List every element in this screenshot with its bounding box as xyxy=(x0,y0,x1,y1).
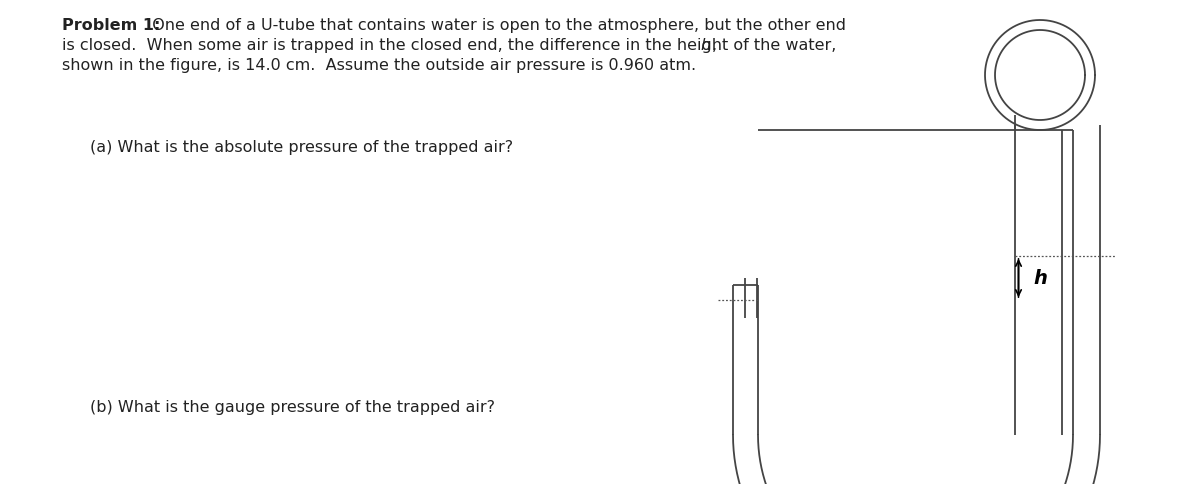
Text: h: h xyxy=(700,38,710,53)
Text: (b) What is the gauge pressure of the trapped air?: (b) What is the gauge pressure of the tr… xyxy=(90,400,496,415)
Text: shown in the figure, is 14.0 cm.  Assume the outside air pressure is 0.960 atm.: shown in the figure, is 14.0 cm. Assume … xyxy=(62,58,696,73)
Text: h: h xyxy=(1033,269,1048,287)
Text: is closed.  When some air is trapped in the closed end, the difference in the he: is closed. When some air is trapped in t… xyxy=(62,38,841,53)
Text: ,: , xyxy=(712,38,718,53)
Text: One end of a U-tube that contains water is open to the atmosphere, but the other: One end of a U-tube that contains water … xyxy=(142,18,846,33)
Text: (a) What is the absolute pressure of the trapped air?: (a) What is the absolute pressure of the… xyxy=(90,140,514,155)
Text: Problem 1:: Problem 1: xyxy=(62,18,161,33)
